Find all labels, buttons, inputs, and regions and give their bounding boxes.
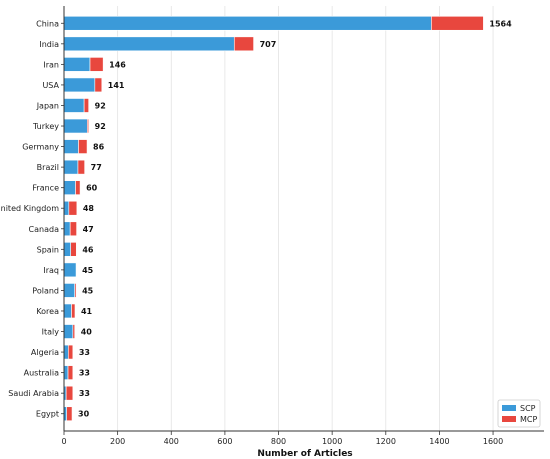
total-label: 40 (81, 328, 93, 337)
axes-layer: 0 200 400 600 800 1000 1200 1400 1600 (61, 6, 544, 446)
total-label: 707 (260, 40, 277, 49)
category-label: Algeria (31, 348, 59, 357)
category-label: Italy (42, 328, 60, 337)
total-label: 46 (82, 245, 94, 254)
bar-mcp-france (75, 180, 81, 195)
bar-scp-france (63, 180, 76, 195)
category-label: Canada (29, 225, 60, 234)
total-label: 86 (93, 143, 105, 152)
grid-layer (63, 6, 494, 431)
total-label: 33 (79, 369, 90, 378)
bar-scp-china (63, 15, 432, 31)
bars-layer (63, 15, 484, 422)
bar-mcp-canada (69, 221, 77, 237)
category-label: France (32, 184, 59, 193)
x-tick-label: 200 (110, 437, 125, 446)
bar-scp-germany (63, 139, 79, 154)
bar-scp-usa (63, 77, 96, 93)
bar-mcp-japan (83, 98, 89, 113)
category-label: Turkey (32, 122, 59, 131)
bar-mcp-usa (94, 77, 103, 93)
category-label: Japan (36, 101, 59, 110)
legend-label-scp: SCP (520, 404, 536, 413)
bar-mcp-italy (72, 324, 76, 339)
category-label: Spain (37, 245, 59, 254)
bar-scp-united-kingdom (63, 200, 70, 216)
category-label: Brazil (37, 163, 59, 172)
legend: SCP MCP (497, 399, 541, 428)
total-label: 77 (91, 163, 102, 172)
total-label: 47 (83, 225, 94, 234)
bar-mcp-egypt (66, 406, 73, 422)
category-label: Korea (36, 307, 59, 316)
legend-swatch-scp (502, 405, 516, 411)
category-label: Iraq (43, 266, 59, 275)
total-label: 48 (83, 204, 95, 213)
bar-scp-iran (63, 57, 91, 72)
bar-mcp-united-kingdom (68, 200, 78, 216)
bar-scp-algeria (63, 344, 69, 360)
total-label: 60 (86, 184, 98, 193)
bar-mcp-saudi-arabia (65, 385, 74, 401)
bar-scp-turkey (63, 118, 88, 134)
bar-mcp-spain (70, 242, 77, 257)
category-label: Saudi Arabia (8, 389, 59, 398)
x-tick-label: 1000 (322, 437, 342, 446)
x-axis-title: Number of Articles (257, 449, 352, 459)
bar-scp-poland (63, 283, 76, 298)
total-label: 146 (109, 60, 126, 69)
bar-scp-canada (63, 221, 71, 237)
x-tick-label: 1400 (429, 437, 449, 446)
category-label: Iran (43, 60, 59, 69)
total-label: 45 (82, 266, 94, 275)
bar-mcp-germany (78, 139, 88, 154)
total-label: 92 (95, 122, 106, 131)
bar-scp-india (63, 36, 235, 52)
x-tick-label: 1600 (483, 437, 503, 446)
total-label: 141 (108, 81, 125, 90)
bar-scp-spain (63, 242, 72, 257)
bar-scp-iraq (63, 262, 77, 278)
category-label: Germany (22, 143, 59, 152)
x-tick-label: 0 (61, 437, 66, 446)
bar-mcp-brazil (77, 159, 85, 175)
category-label: Egypt (36, 410, 59, 419)
bar-scp-japan (63, 98, 85, 113)
bar-scp-australia (63, 365, 69, 380)
bar-mcp-algeria (67, 344, 74, 360)
bar-mcp-iran (89, 57, 104, 72)
category-label: China (36, 19, 59, 28)
bar-scp-italy (63, 324, 74, 339)
x-tick-label: 400 (164, 437, 179, 446)
category-label: Australia (24, 369, 59, 378)
total-label: 1564 (489, 19, 512, 28)
total-label: 30 (78, 410, 90, 419)
total-label: 33 (79, 389, 90, 398)
bar-scp-korea (63, 303, 72, 319)
category-label: India (39, 40, 59, 49)
bar-mcp-china (431, 15, 484, 31)
category-label: Poland (32, 286, 59, 295)
total-label: 41 (81, 307, 93, 316)
category-label: USA (42, 81, 59, 90)
bar-mcp-turkey (87, 118, 89, 134)
labels-layer: China 1564 India 707 Iran 146 USA 141 Japan 92 Tur… (0, 19, 512, 418)
x-tick-label: 800 (271, 437, 286, 446)
legend-label-mcp: MCP (520, 415, 537, 424)
bar-scp-brazil (63, 159, 79, 175)
bar-mcp-australia (67, 365, 74, 380)
x-tick-label: 600 (217, 437, 232, 446)
bar-mcp-korea (71, 303, 76, 319)
x-tick-label: 1200 (376, 437, 396, 446)
total-label: 45 (82, 286, 94, 295)
category-label: United Kingdom (0, 204, 59, 213)
total-label: 33 (79, 348, 90, 357)
legend-swatch-mcp (502, 416, 516, 422)
bar-mcp-india (233, 36, 254, 52)
total-label: 92 (95, 101, 106, 110)
bar-mcp-poland (74, 283, 77, 298)
